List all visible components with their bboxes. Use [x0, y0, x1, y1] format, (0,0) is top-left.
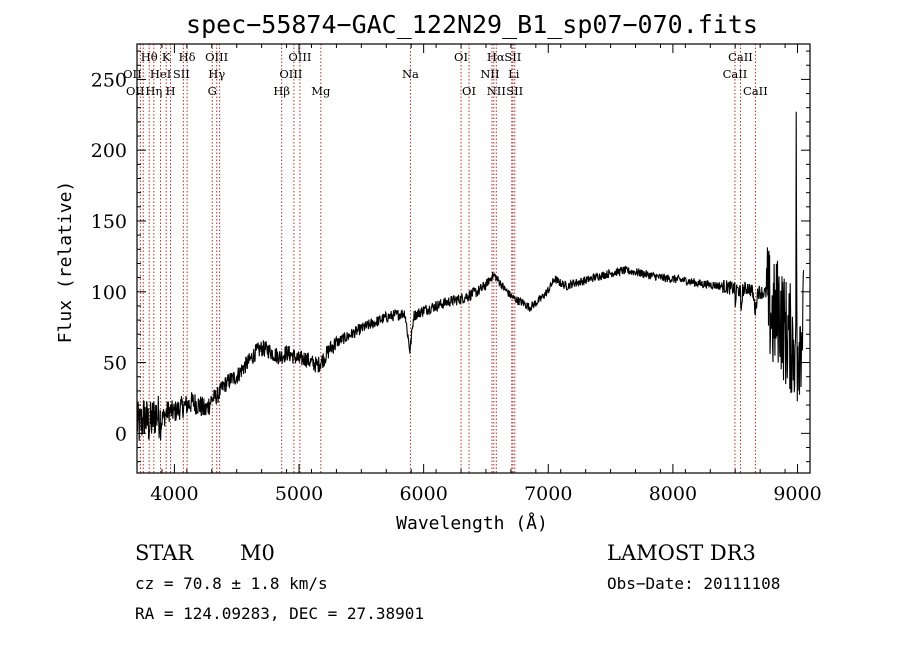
- spectral-line-label: CaII: [728, 50, 753, 64]
- redshift-velocity: cz = 70.8 ± 1.8 km/s: [135, 574, 328, 593]
- y-axis-title: Flux (relative): [55, 181, 76, 344]
- spectral-line-label: OI: [462, 84, 476, 98]
- x-tick-label: 7000: [524, 483, 572, 505]
- spectral-line-label: OI: [454, 50, 468, 64]
- y-axis-ticks: 0 50 100 150 200 250: [91, 50, 810, 463]
- x-axis-title: Wavelength (Å): [396, 512, 548, 534]
- spectral-line-label: H: [166, 84, 176, 98]
- y-tick-label: 0: [115, 423, 127, 445]
- spectral-line-label: Hβ: [273, 84, 290, 98]
- spectral-line-label: OIII: [279, 67, 302, 81]
- spectral-line-label: G: [208, 84, 217, 98]
- y-tick-label: 250: [91, 69, 127, 91]
- x-tick-label: 9000: [773, 483, 821, 505]
- spectral-line-label: Hα: [487, 50, 505, 64]
- spectral-line-label: Li: [508, 67, 520, 81]
- x-tick-label: 5000: [275, 483, 323, 505]
- ra-dec-coordinates: RA = 124.09283, DEC = 27.38901: [135, 604, 424, 623]
- y-tick-label: 200: [91, 140, 127, 162]
- plot-frame: [136, 43, 811, 474]
- spectral-line-label: OII: [126, 84, 145, 98]
- y-tick-label: 150: [91, 211, 127, 233]
- x-tick-label: 8000: [649, 483, 697, 505]
- observation-date: Obs−Date: 20111108: [607, 574, 780, 593]
- chart-title: spec−55874−GAC_122N29_B1_sp07−070.fits: [186, 10, 758, 39]
- spectral-line-label: OIII: [205, 50, 228, 64]
- survey-name: LAMOST DR3: [607, 541, 756, 565]
- spectral-line-label: HeI: [150, 67, 171, 81]
- y-tick-label: 100: [91, 282, 127, 304]
- spectral-line-label: Na: [402, 67, 419, 81]
- spectral-line-label: Hδ: [179, 50, 196, 64]
- y-tick-label: 50: [103, 353, 127, 375]
- spectral-line-label: Hη: [145, 84, 162, 98]
- spectral-line-label: Hγ: [208, 67, 225, 81]
- spectral-line-markers: [139, 44, 756, 473]
- spectral-line-label: Mg: [311, 84, 331, 98]
- spectrum-line: [136, 111, 805, 441]
- object-class: STAR: [135, 541, 194, 565]
- spectral-line-label: SII: [504, 50, 521, 64]
- x-tick-label: 6000: [399, 483, 447, 505]
- spectral-line-label: SII: [173, 67, 190, 81]
- spectral-subclass: M0: [240, 541, 275, 565]
- x-tick-label: 4000: [150, 483, 198, 505]
- spectral-line-label: NII: [487, 84, 506, 98]
- x-axis-ticks: 4000 5000 6000 7000 8000 9000: [136, 44, 822, 505]
- spectral-line-label: SII: [506, 84, 523, 98]
- spectral-line-label: Hθ: [141, 50, 158, 64]
- spectral-line-label: CaII: [743, 84, 768, 98]
- spectral-line-label: K: [162, 50, 171, 64]
- spectral-line-label: CaII: [723, 67, 748, 81]
- spectral-line-label: NII: [480, 67, 499, 81]
- spectral-line-label: OIII: [288, 50, 311, 64]
